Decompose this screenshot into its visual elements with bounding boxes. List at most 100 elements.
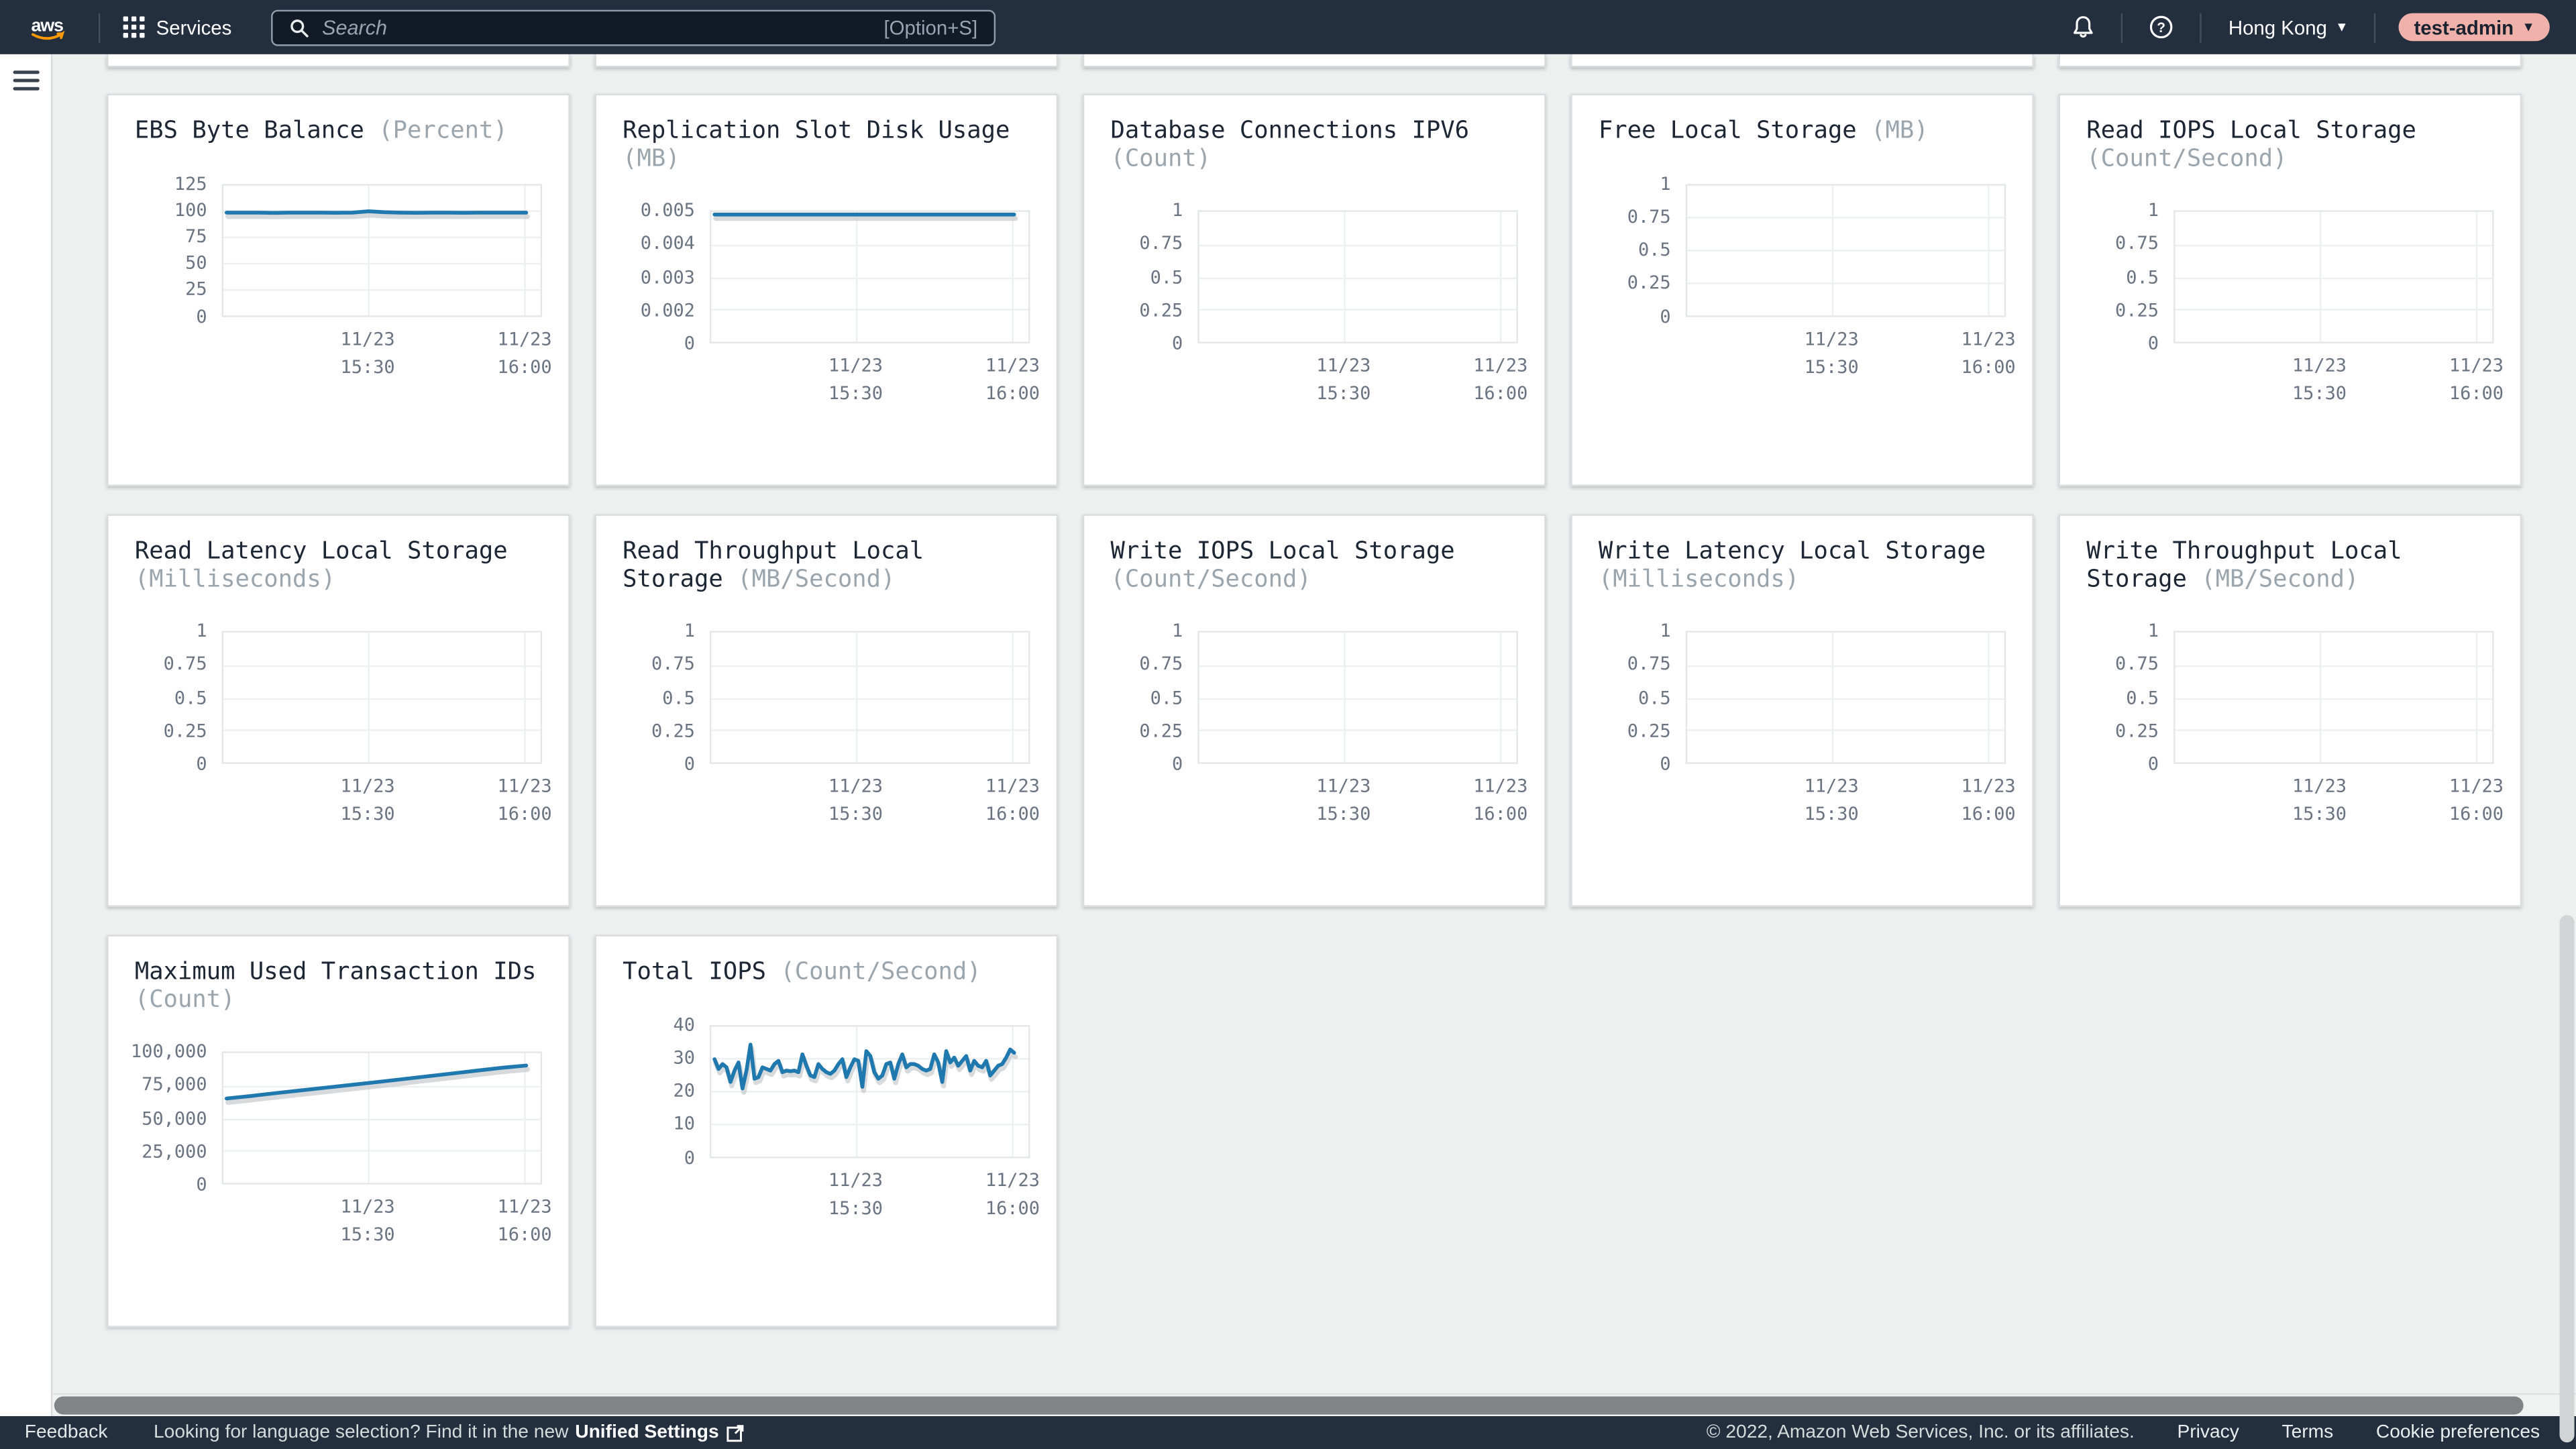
vertical-scrollbar-thumb[interactable] — [2559, 915, 2575, 1443]
y-axis-labels: 40 30 20 10 0 — [623, 1014, 702, 1168]
metric-card-maximum-used-transaction-ids[interactable]: Maximum Used Transaction IDs (Count) 100,… — [107, 934, 570, 1328]
y-tick-label: 0.5 — [2126, 686, 2159, 708]
y-tick-label: 50,000 — [142, 1107, 207, 1129]
x-tick-label: 11/23 15:30 — [828, 775, 883, 825]
y-tick-label: 0.003 — [640, 266, 695, 288]
y-tick-label: 1 — [2147, 620, 2159, 642]
chart-title: Write Throughput Local Storage (MB/Secon… — [2086, 539, 2493, 593]
y-tick-label: 1 — [1172, 199, 1183, 221]
gridline-horizontal — [1199, 665, 1517, 667]
metric-card-database-connections-ipv6[interactable]: Database Connections IPV6 (Count) 1 0.75 0.… — [1082, 93, 1546, 486]
metric-line-series — [223, 185, 541, 315]
metric-card-replication-slot-disk-usage[interactable]: Replication Slot Disk Usage (MB) 0.005 0.0… — [594, 93, 1059, 486]
chart-unit-text: (Count/Second) — [1110, 566, 1311, 592]
partial-metric-card[interactable] — [594, 54, 1059, 68]
search-input[interactable]: Search [Option+S] — [271, 9, 996, 46]
notifications-button[interactable] — [2053, 0, 2115, 54]
metric-card-read-iops-local-storage[interactable]: Read IOPS Local Storage (Count/Second) 1 0… — [2058, 93, 2522, 486]
gridline-horizontal — [1687, 250, 2004, 252]
gridline-vertical — [2319, 211, 2321, 342]
feedback-link[interactable]: Feedback — [24, 1422, 108, 1443]
chart-title: Total IOPS (Count/Second) — [623, 959, 1030, 986]
metric-card-write-iops-local-storage[interactable]: Write IOPS Local Storage (Count/Second) 1… — [1082, 514, 1546, 907]
y-tick-label: 0.002 — [640, 299, 695, 321]
y-tick-label: 30 — [673, 1046, 695, 1069]
partial-metric-card[interactable] — [1082, 54, 1546, 68]
horizontal-scrollbar-thumb[interactable] — [54, 1396, 2524, 1415]
gridline-vertical — [1500, 632, 1503, 763]
metric-card-write-latency-local-storage[interactable]: Write Latency Local Storage (Millisecond… — [1570, 514, 2034, 907]
help-button[interactable]: ? — [2130, 0, 2194, 54]
y-axis-labels: 125 100 75 50 25 0 — [135, 172, 214, 327]
metric-card-read-throughput-local-storage[interactable]: Read Throughput Local Storage (MB/Second… — [594, 514, 1059, 907]
chart-plot-area: 11/23 15:30 11/23 16:00 — [1197, 210, 1527, 404]
y-tick-label: 0.5 — [1638, 239, 1671, 261]
aws-logo[interactable]: aws — [30, 12, 76, 42]
gridline-horizontal — [2175, 729, 2493, 732]
partial-metric-card[interactable] — [107, 54, 570, 68]
y-tick-label: 0 — [1172, 332, 1183, 354]
gridline-horizontal — [2175, 276, 2493, 279]
privacy-link[interactable]: Privacy — [2177, 1422, 2239, 1443]
x-tick-label: 11/23 15:30 — [340, 327, 395, 378]
gridline-horizontal — [2175, 665, 2493, 667]
metric-card-total-iops[interactable]: Total IOPS (Count/Second) 40 30 20 10 0 11/23 1… — [594, 934, 1059, 1328]
chart-title-text: Free Local Storage — [1598, 118, 1857, 145]
cookie-preferences-link[interactable]: Cookie preferences — [2375, 1422, 2540, 1443]
metric-card-read-latency-local-storage[interactable]: Read Latency Local Storage (Milliseconds… — [107, 514, 570, 907]
gridline-vertical — [368, 1053, 370, 1183]
gridline-vertical — [1831, 184, 1833, 315]
chart-title: Write Latency Local Storage (Millisecond… — [1599, 539, 2006, 593]
metric-card-ebs-byte-balance[interactable]: EBS Byte Balance (Percent) 125 100 75 50 25 0 1… — [107, 93, 570, 486]
gridline-horizontal — [223, 288, 541, 290]
services-menu-button[interactable]: Services — [107, 0, 248, 54]
region-selector[interactable]: Hong Kong ▼ — [2208, 0, 2367, 54]
metric-line-series — [223, 1053, 541, 1183]
unified-settings-link[interactable]: Unified Settings — [575, 1422, 719, 1443]
gridline-horizontal — [1687, 282, 2004, 284]
y-tick-label: 50 — [185, 252, 207, 274]
nav-left-group: aws Services — [19, 0, 248, 54]
y-tick-label: 0.75 — [1139, 233, 1183, 254]
y-tick-label: 0.5 — [174, 686, 207, 708]
y-tick-label: 40 — [673, 1014, 695, 1035]
language-selection-note: Looking for language selection? Find it … — [154, 1423, 743, 1442]
gridline-vertical — [855, 632, 857, 763]
gridline-horizontal — [711, 1123, 1029, 1125]
chart-unit-text: (Percent) — [378, 118, 508, 145]
y-tick-label: 0.25 — [1139, 720, 1183, 742]
y-tick-label: 0.25 — [1139, 299, 1183, 321]
chart-title: Read Latency Local Storage (Milliseconds… — [135, 539, 542, 593]
partial-metric-card[interactable] — [1570, 54, 2034, 68]
chart-unit-text: (MB) — [1871, 118, 1929, 145]
chart-unit-text: (MB/Second) — [737, 566, 896, 592]
terms-link[interactable]: Terms — [2282, 1422, 2334, 1443]
gridline-horizontal — [223, 665, 541, 667]
x-tick-label: 11/23 16:00 — [1473, 775, 1528, 825]
y-tick-label: 1 — [1660, 172, 1671, 194]
x-tick-label: 11/23 15:30 — [828, 1169, 883, 1218]
metric-card-free-local-storage[interactable]: Free Local Storage (MB) 1 0.75 0.5 0.25 0 11/2… — [1570, 93, 2034, 486]
partial-metric-card[interactable] — [2058, 54, 2522, 68]
y-axis-labels: 1 0.75 0.5 0.25 0 — [623, 620, 702, 774]
account-menu-button[interactable]: test-admin ▼ — [2399, 13, 2550, 42]
chart-title-text: Write Latency Local Storage — [1598, 539, 1986, 566]
nav-right-group: ? Hong Kong ▼ test-admin ▼ — [2053, 0, 2557, 54]
gridline-vertical — [368, 632, 370, 763]
footer-right-group: © 2022, Amazon Web Services, Inc. or its… — [1707, 1423, 2540, 1442]
metric-card-write-throughput-local-storage[interactable]: Write Throughput Local Storage (MB/Secon… — [2058, 514, 2522, 907]
gridline-vertical — [525, 1053, 527, 1183]
y-axis-labels: 100,000 75,000 50,000 25,000 0 — [131, 1040, 214, 1195]
x-tick-label: 11/23 16:00 — [497, 775, 552, 825]
gridline-horizontal — [1687, 665, 2004, 667]
gridline-horizontal — [1199, 244, 1517, 246]
y-tick-label: 0.005 — [640, 199, 695, 221]
nav-divider — [2121, 12, 2124, 42]
x-tick-label: 11/23 16:00 — [985, 1169, 1040, 1218]
y-tick-label: 20 — [673, 1080, 695, 1102]
gridline-horizontal — [223, 1118, 541, 1120]
hamburger-menu-button[interactable] — [12, 70, 39, 91]
x-tick-label: 11/23 15:30 — [1316, 775, 1371, 825]
gridline-horizontal — [1687, 217, 2004, 219]
